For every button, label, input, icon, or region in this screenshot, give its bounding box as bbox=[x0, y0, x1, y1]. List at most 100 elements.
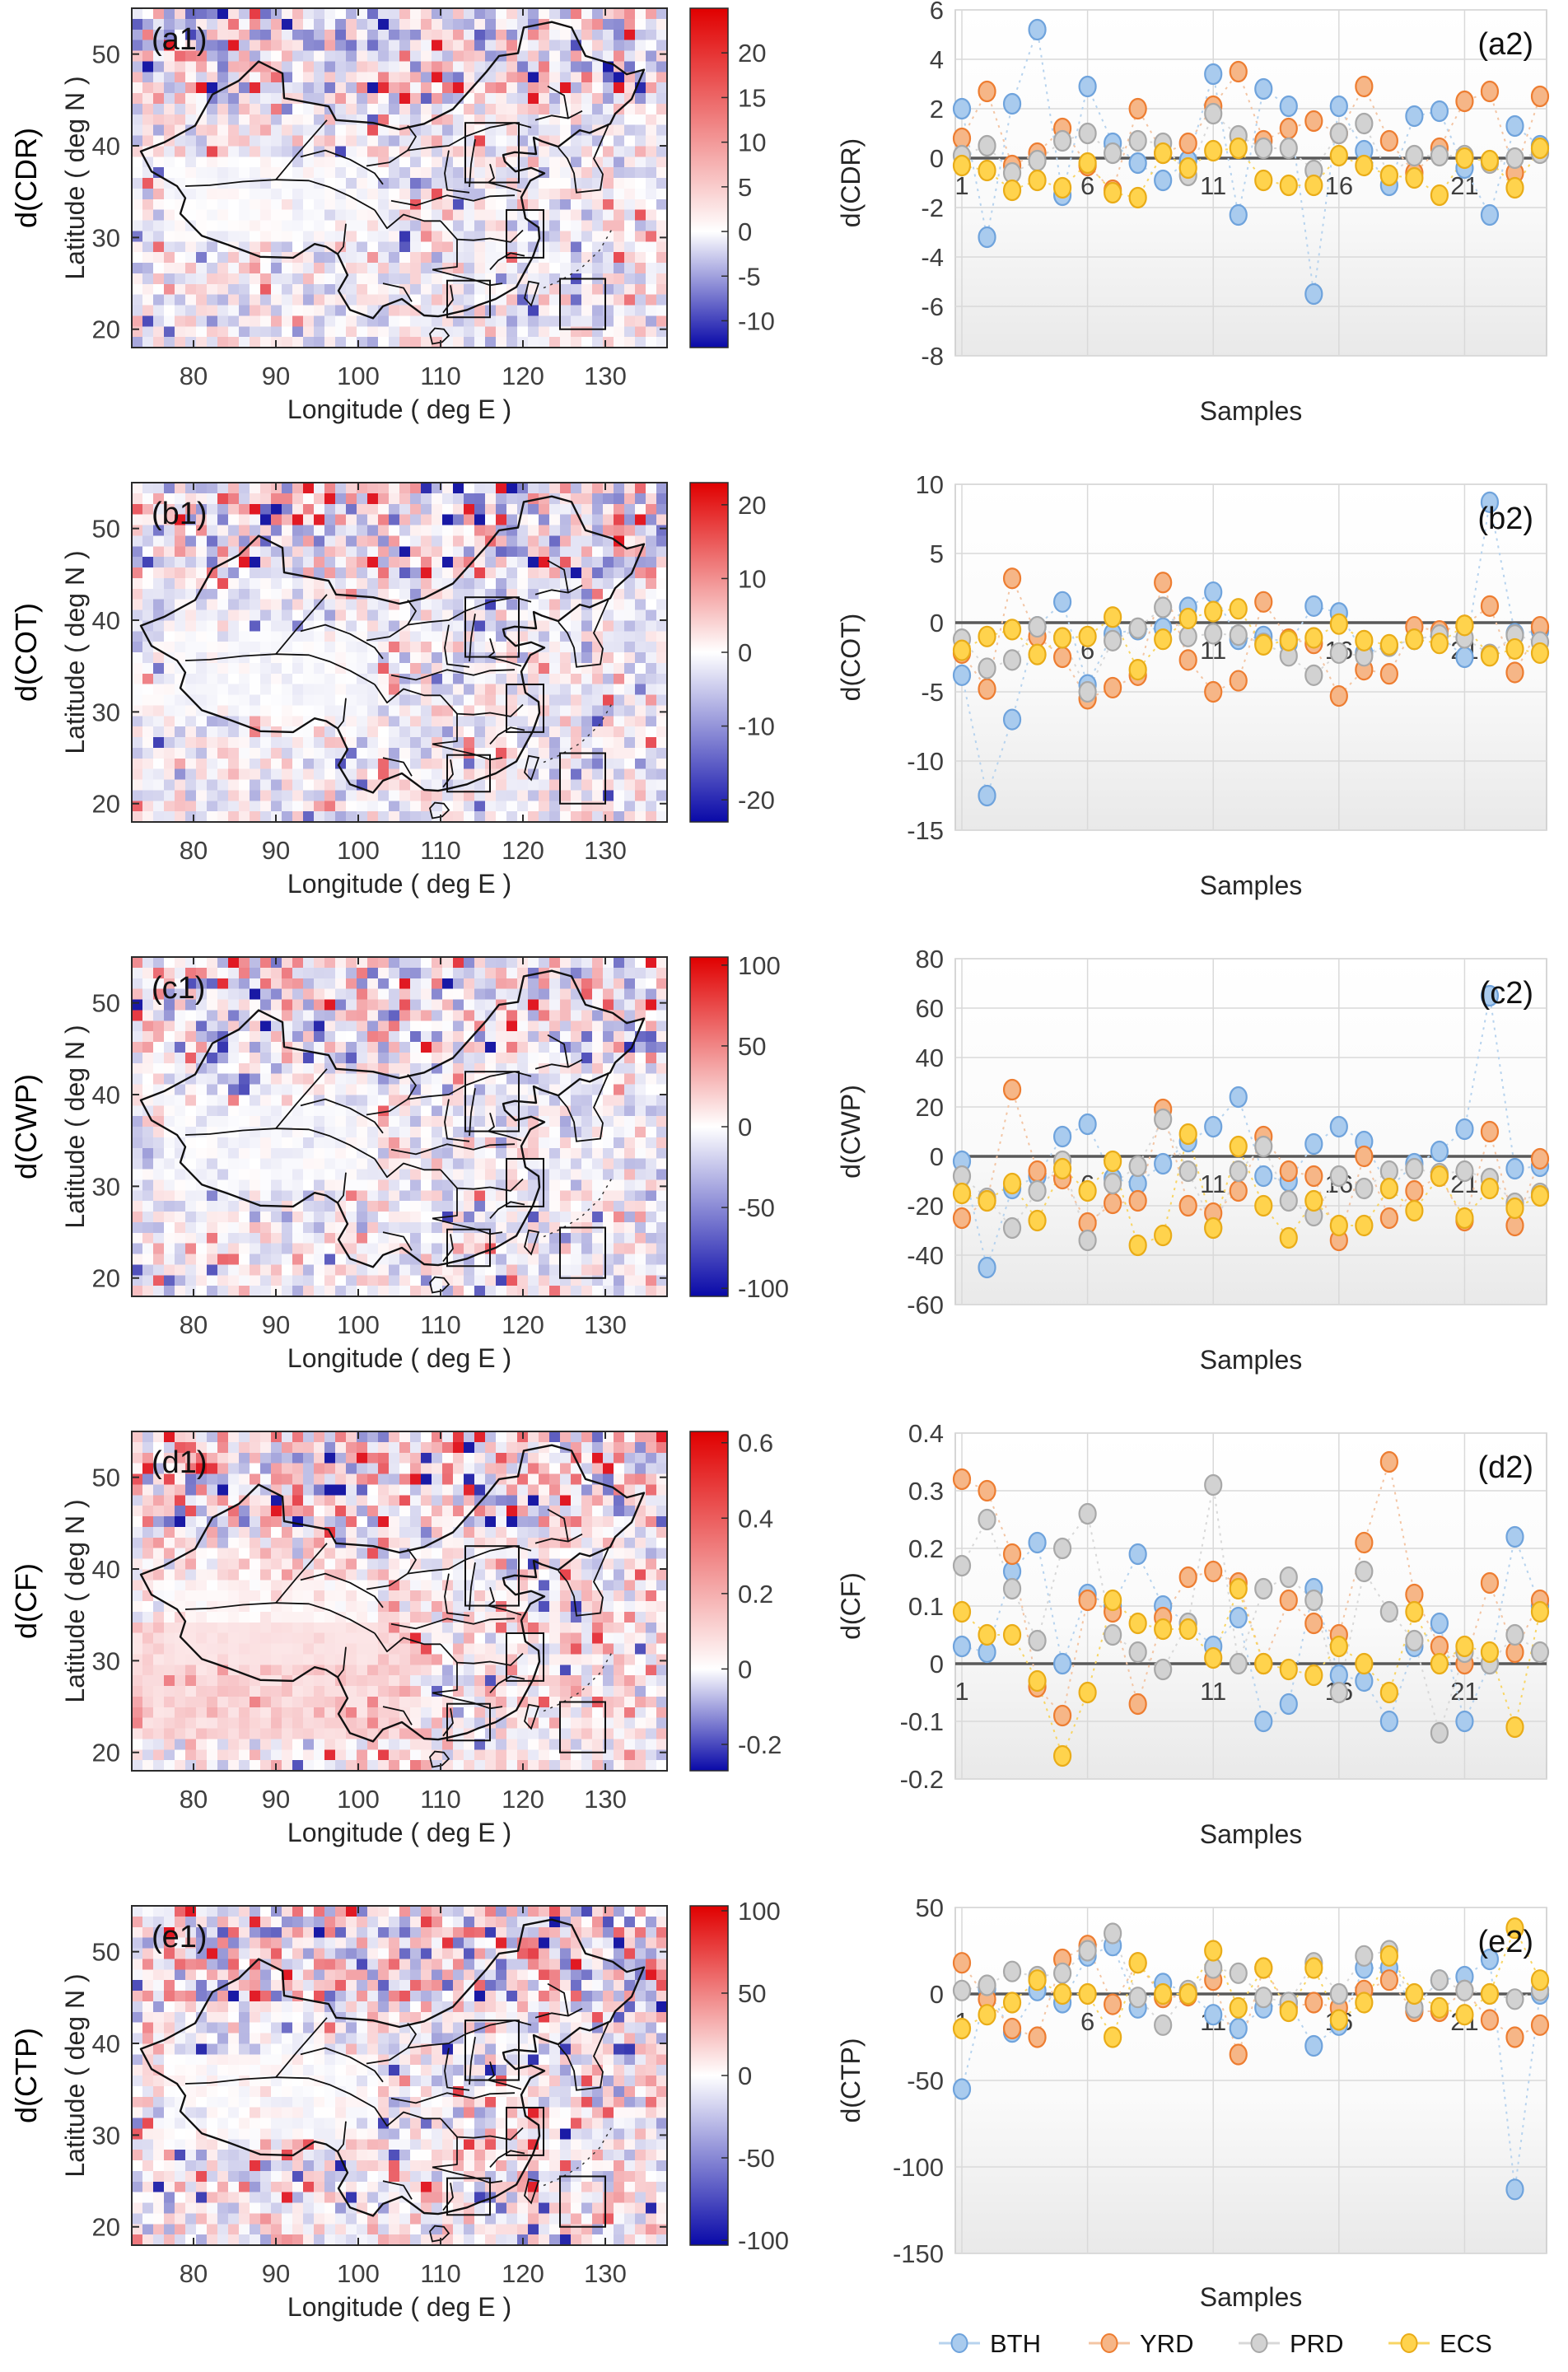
data-point-ECS bbox=[1329, 2009, 1348, 2031]
data-point-BTH bbox=[952, 664, 972, 686]
data-point-ECS bbox=[1304, 1957, 1323, 1979]
region-box-YRD bbox=[506, 1632, 544, 1682]
map-panel-label: (c1) bbox=[152, 971, 205, 1006]
data-point-YRD bbox=[978, 80, 996, 103]
data-point-ECS bbox=[1530, 1969, 1550, 1991]
map-panel-label: (a1) bbox=[152, 22, 208, 57]
data-point-ECS bbox=[1329, 1214, 1348, 1237]
data-point-ECS bbox=[978, 1189, 996, 1212]
data-point-BTH bbox=[1505, 1157, 1524, 1180]
data-point-ECS bbox=[1505, 1917, 1524, 1940]
data-point-ECS bbox=[1455, 614, 1474, 637]
data-point-BTH bbox=[1505, 2178, 1524, 2201]
map-x-axis-label: Longitude ( deg E ) bbox=[287, 869, 511, 899]
data-point-PRD bbox=[1028, 149, 1047, 172]
chart-y-axis-label: d(CWP) bbox=[836, 1085, 866, 1179]
series-line-BTH bbox=[961, 1534, 1541, 1725]
data-point-BTH bbox=[1430, 100, 1449, 123]
data-point-PRD bbox=[1405, 144, 1424, 167]
svg-text:4: 4 bbox=[930, 45, 944, 74]
data-point-PRD bbox=[1355, 1945, 1374, 1967]
data-point-YRD bbox=[1254, 591, 1273, 613]
svg-text:-10: -10 bbox=[907, 747, 944, 776]
data-point-ECS bbox=[952, 1600, 972, 1623]
map-y-axis-label: Latitude ( deg N ) bbox=[60, 1025, 90, 1228]
data-point-YRD bbox=[1128, 1693, 1147, 1716]
data-point-PRD bbox=[1052, 1962, 1072, 1984]
region-box-YRD bbox=[506, 683, 544, 733]
data-point-BTH bbox=[1254, 77, 1273, 100]
data-point-YRD bbox=[1480, 1120, 1500, 1143]
svg-text:50: 50 bbox=[92, 515, 120, 544]
data-point-YRD bbox=[1128, 1189, 1147, 1212]
data-point-ECS bbox=[1002, 179, 1022, 202]
scatter-plot: 500-50-100-15016111621 bbox=[893, 1898, 1550, 2268]
data-point-BTH bbox=[1078, 1113, 1097, 1136]
data-point-ECS bbox=[1355, 629, 1374, 651]
data-point-ECS bbox=[1052, 627, 1072, 649]
data-point-YRD bbox=[1154, 572, 1173, 594]
data-point-ECS bbox=[1128, 659, 1147, 681]
data-point-YRD bbox=[1455, 90, 1474, 113]
data-point-PRD bbox=[1002, 1216, 1022, 1240]
data-point-PRD bbox=[1128, 1987, 1147, 2009]
data-point-BTH bbox=[1505, 114, 1524, 138]
data-point-YRD bbox=[1178, 1194, 1197, 1217]
data-point-PRD bbox=[1229, 1962, 1248, 1984]
data-point-BTH bbox=[1154, 1152, 1173, 1175]
data-point-PRD bbox=[1530, 1641, 1550, 1664]
data-point-PRD bbox=[1052, 1537, 1072, 1560]
data-point-BTH bbox=[1455, 1118, 1474, 1141]
legend-label-BTH: BTH bbox=[990, 2329, 1041, 2358]
data-point-ECS bbox=[1329, 1635, 1348, 1658]
chart-x-axis-label: Samples bbox=[1200, 871, 1303, 900]
region-box-ECS bbox=[559, 278, 606, 330]
map-variable-label: d(CDR) bbox=[9, 128, 43, 228]
data-point-YRD bbox=[1379, 1450, 1398, 1473]
data-point-YRD bbox=[1229, 60, 1248, 83]
data-point-PRD bbox=[1430, 144, 1449, 167]
data-point-PRD bbox=[1078, 1502, 1097, 1525]
chart-panel-d2: d(CF) 0.40.30.20.10-0.1-0.216111621 (d2)… bbox=[836, 1423, 1550, 1849]
legend-label-PRD: PRD bbox=[1290, 2329, 1343, 2358]
data-point-ECS bbox=[1002, 1991, 1022, 2014]
data-point-ECS bbox=[1355, 1214, 1374, 1237]
data-point-PRD bbox=[1229, 624, 1248, 647]
data-point-PRD bbox=[1455, 1160, 1474, 1183]
legend-marker-ECS bbox=[1400, 2333, 1418, 2353]
svg-text:30: 30 bbox=[92, 698, 120, 726]
data-point-PRD bbox=[1178, 1160, 1197, 1183]
data-point-YRD bbox=[952, 1468, 972, 1491]
legend: BTH YRD PRD ECS bbox=[939, 2329, 1492, 2358]
map-y-axis-label: Latitude ( deg N ) bbox=[60, 76, 90, 279]
region-box-PRD bbox=[446, 279, 491, 319]
data-point-BTH bbox=[1480, 984, 1500, 1007]
data-point-YRD bbox=[1304, 1165, 1323, 1188]
data-point-PRD bbox=[1505, 1623, 1524, 1646]
data-point-YRD bbox=[1229, 670, 1248, 692]
data-point-ECS bbox=[1379, 1681, 1398, 1704]
chart-y-axis-label: d(CDR) bbox=[836, 138, 866, 227]
data-point-BTH bbox=[1154, 169, 1173, 192]
data-point-YRD bbox=[1379, 1207, 1398, 1230]
data-point-ECS bbox=[1052, 176, 1072, 199]
data-point-YRD bbox=[1480, 80, 1500, 103]
data-point-PRD bbox=[1254, 1987, 1273, 2009]
chart-panel-label: (c2) bbox=[1480, 976, 1533, 1011]
data-point-YRD bbox=[1530, 2014, 1550, 2036]
data-point-ECS bbox=[1405, 166, 1424, 189]
data-point-BTH bbox=[1455, 1710, 1474, 1733]
data-point-YRD bbox=[1304, 1991, 1323, 2014]
data-point-PRD bbox=[1154, 596, 1173, 619]
data-point-PRD bbox=[1229, 1652, 1248, 1675]
data-point-ECS bbox=[1455, 2004, 1474, 2026]
data-point-PRD bbox=[1405, 1629, 1424, 1652]
map-panel-d1: d(CF) Latitude ( deg N ) 80 90 100 110 120 13… bbox=[9, 1429, 782, 1847]
data-point-PRD bbox=[1078, 680, 1097, 703]
data-point-YRD bbox=[1379, 663, 1398, 685]
map-variable-label: d(CTP) bbox=[9, 2028, 43, 2123]
